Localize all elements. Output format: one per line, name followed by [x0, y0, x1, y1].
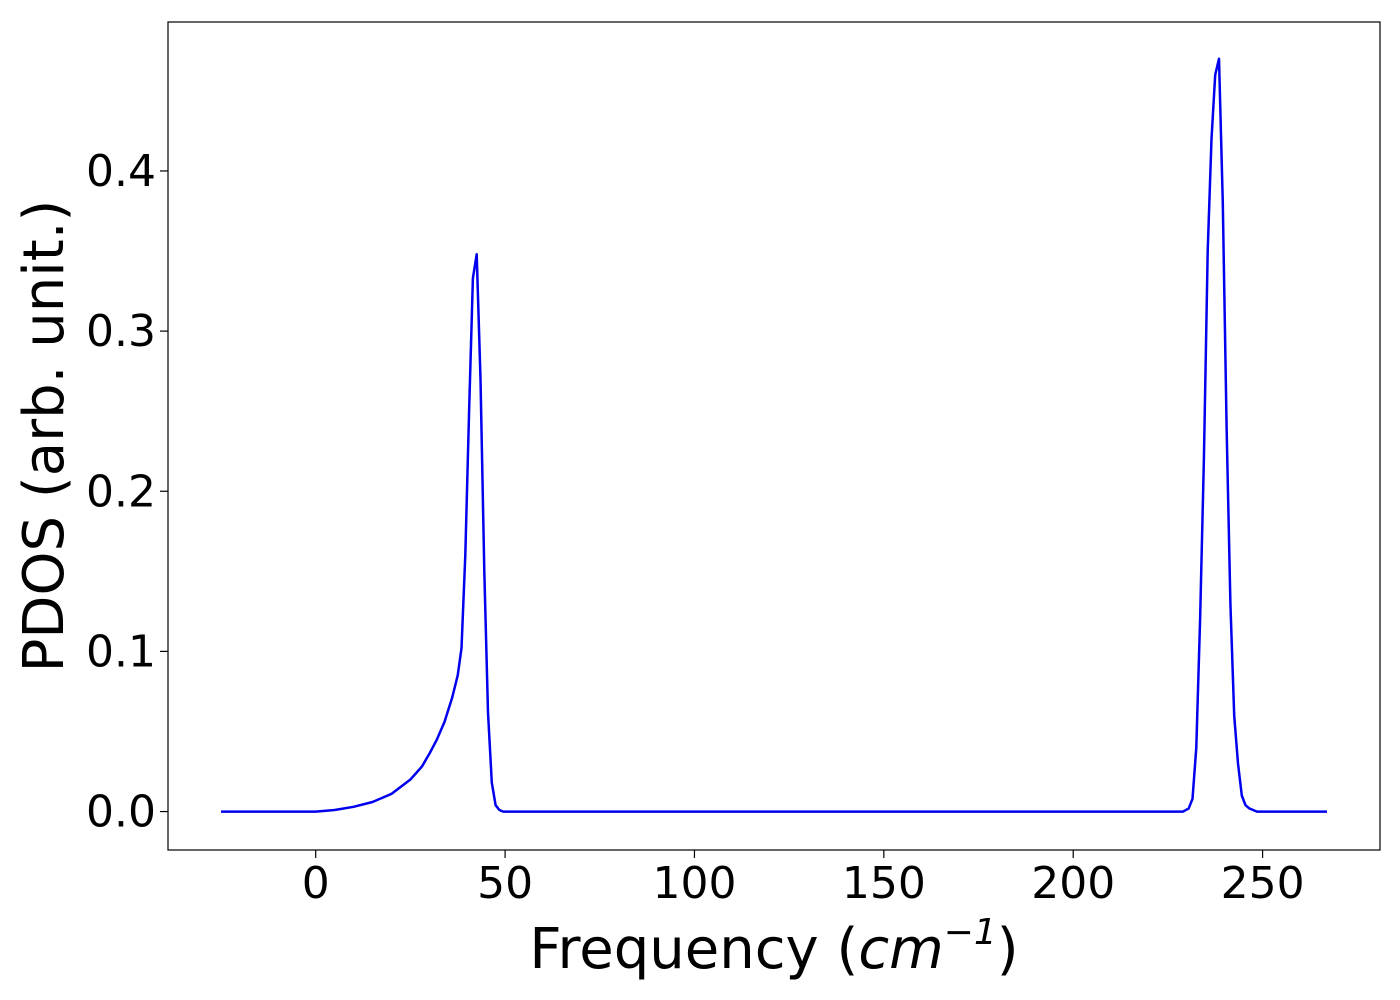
x-tick-label: 250	[1221, 858, 1305, 909]
series-layer	[221, 57, 1327, 813]
y-tick-label: 0.1	[86, 626, 156, 677]
y-tick-label: 0.2	[86, 466, 156, 517]
y-tick-label: 0.4	[86, 146, 156, 197]
x-axis-label-unit: cm	[858, 917, 943, 982]
x-axis-label-close: )	[997, 917, 1019, 982]
x-tick-label: 0	[302, 858, 330, 909]
x-tick-label: 100	[652, 858, 736, 909]
plot-frame	[167, 21, 1381, 851]
y-tick-label: 0.3	[86, 306, 156, 357]
x-tick-label: 150	[842, 858, 926, 909]
x-tick-label: 50	[477, 858, 533, 909]
x-tick-label: 200	[1031, 858, 1115, 909]
x-axis-label: Frequency (cm−1)	[529, 912, 1018, 982]
x-axis-ticks: 0 50 100 150 200 250	[302, 850, 1305, 909]
series-line	[221, 57, 1327, 813]
x-axis-label-exponent: −1	[944, 912, 997, 953]
y-tick-label: 0.0	[86, 787, 156, 838]
y-axis-label: PDOS (arb. unit.)	[12, 200, 77, 673]
y-axis-ticks: 0.0 0.1 0.2 0.3 0.4	[86, 146, 168, 838]
